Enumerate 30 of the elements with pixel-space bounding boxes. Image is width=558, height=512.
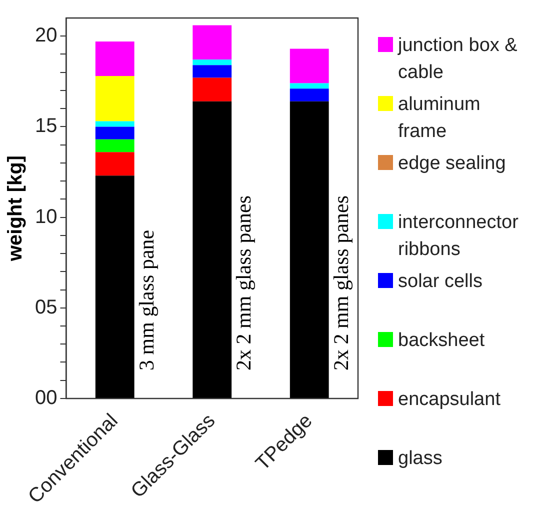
y-tick-label: 05 <box>34 296 58 318</box>
bar <box>290 101 329 398</box>
bar <box>290 88 329 102</box>
annotation: 2x 2 mm glass panes <box>328 195 353 370</box>
y-tick-label: 15 <box>34 115 58 138</box>
y-tick-label: 20 <box>34 24 58 47</box>
y-tick-label: 10 <box>34 206 58 228</box>
bar <box>95 152 134 176</box>
legend-label: edge sealing <box>398 152 506 176</box>
bar <box>95 76 134 122</box>
legend-label: backsheet <box>398 329 485 353</box>
bar <box>95 139 134 152</box>
bar <box>95 42 134 76</box>
bar <box>192 78 232 102</box>
legend-label: solar cells <box>398 270 482 294</box>
bar <box>95 121 134 127</box>
bar <box>95 126 134 140</box>
bar <box>192 25 232 60</box>
legend-label: glass <box>398 447 442 471</box>
bar <box>192 101 232 398</box>
bar <box>290 48 329 84</box>
annotation: 3 mm glass pane <box>134 230 158 370</box>
bar <box>95 176 134 398</box>
bar <box>290 83 329 89</box>
bar <box>192 60 232 66</box>
y-axis-title: weight [kg] <box>4 155 27 262</box>
legend-label: encapsulant <box>398 388 500 412</box>
annotation: 2x 2 mm glass panes <box>232 195 256 370</box>
bar <box>192 65 232 78</box>
y-tick-label: 00 <box>34 386 58 409</box>
